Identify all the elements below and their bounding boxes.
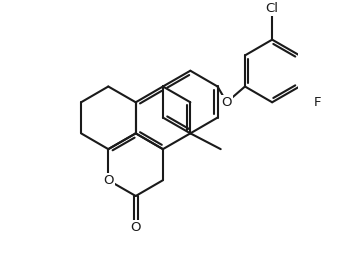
Text: O: O bbox=[131, 221, 141, 233]
Text: O: O bbox=[103, 174, 114, 187]
Text: O: O bbox=[222, 96, 232, 109]
Text: Cl: Cl bbox=[266, 2, 279, 15]
Text: F: F bbox=[314, 96, 321, 109]
